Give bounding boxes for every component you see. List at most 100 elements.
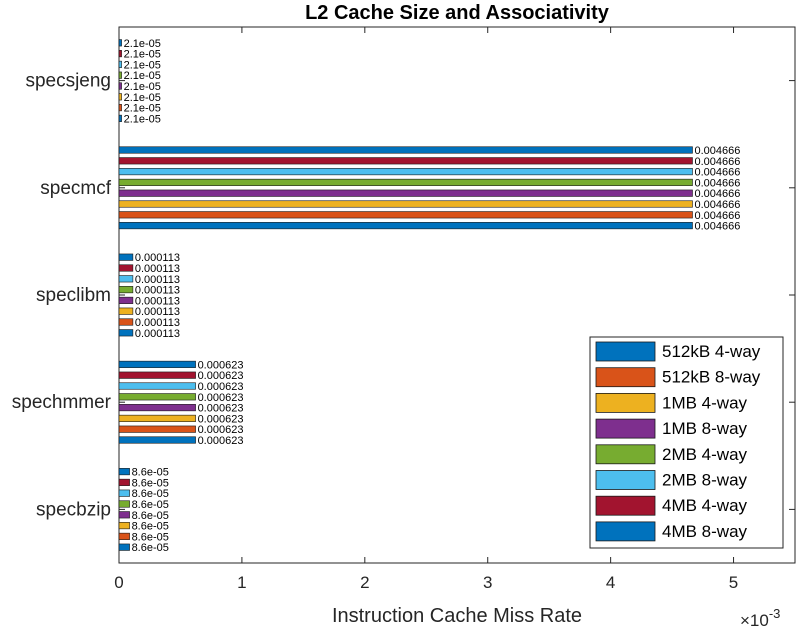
legend-label-4: 2MB 4-way bbox=[662, 445, 748, 464]
data-label-spechmmer-0: 0.000623 bbox=[198, 435, 244, 447]
bar-spechmmer-3 bbox=[118, 404, 196, 412]
legend-swatch-6 bbox=[595, 495, 656, 516]
data-label-spechmmer-4: 0.000623 bbox=[198, 392, 244, 404]
bar-specbzip-0 bbox=[118, 543, 130, 551]
data-label-specbzip-2: 8.6e-05 bbox=[132, 521, 169, 533]
x-tick-label: 5 bbox=[729, 573, 738, 592]
bar-specsjeng-7 bbox=[118, 39, 122, 47]
legend-label-0: 512kB 4-way bbox=[662, 342, 761, 361]
y-axis: specbzip spechmmer speclibm specmcf specsjen… bbox=[12, 71, 795, 520]
axis-multiplier-base: ×10 bbox=[740, 611, 769, 629]
data-label-speclibm-0: 0.000113 bbox=[135, 328, 180, 340]
data-label-speclibm-3: 0.000113 bbox=[135, 295, 180, 307]
data-label-specsjeng-7: 2.1e-05 bbox=[124, 38, 161, 50]
legend-swatch-3 bbox=[595, 418, 656, 439]
data-label-specmcf-6: 0.004666 bbox=[694, 156, 740, 168]
data-label-specbzip-6: 8.6e-05 bbox=[132, 477, 169, 489]
data-label-specsjeng-6: 2.1e-05 bbox=[124, 49, 161, 61]
bar-specsjeng-0 bbox=[118, 114, 122, 122]
data-label-specmcf-5: 0.004666 bbox=[694, 167, 740, 179]
data-label-spechmmer-7: 0.000623 bbox=[198, 359, 244, 371]
data-label-speclibm-2: 0.000113 bbox=[135, 306, 180, 318]
data-label-specbzip-1: 8.6e-05 bbox=[132, 531, 169, 543]
bar-specsjeng-1 bbox=[118, 104, 122, 112]
data-label-specbzip-0: 8.6e-05 bbox=[132, 542, 169, 554]
legend-swatch-1 bbox=[595, 367, 656, 388]
bar-specmcf-4 bbox=[118, 178, 693, 186]
data-label-specmcf-1: 0.004666 bbox=[694, 210, 740, 222]
y-tick-label-specmcf: specmcf bbox=[40, 178, 111, 199]
bar-specbzip-5 bbox=[118, 489, 130, 497]
data-label-specbzip-4: 8.6e-05 bbox=[132, 499, 169, 511]
data-label-specmcf-4: 0.004666 bbox=[694, 177, 740, 189]
data-label-specmcf-2: 0.004666 bbox=[694, 199, 740, 211]
data-label-speclibm-1: 0.000113 bbox=[135, 317, 180, 329]
bars-group bbox=[118, 39, 693, 551]
legend-swatch-0 bbox=[595, 341, 656, 362]
bar-speclibm-7 bbox=[118, 253, 134, 261]
data-label-specbzip-5: 8.6e-05 bbox=[132, 488, 169, 500]
data-label-speclibm-6: 0.000113 bbox=[135, 263, 180, 275]
bar-specmcf-5 bbox=[118, 168, 693, 176]
bar-specsjeng-5 bbox=[118, 60, 122, 68]
data-label-specbzip-7: 8.6e-05 bbox=[132, 467, 169, 479]
bar-speclibm-4 bbox=[118, 286, 134, 294]
legend-label-2: 1MB 4-way bbox=[662, 393, 748, 412]
axis-multiplier-exponent: -3 bbox=[769, 606, 781, 621]
x-tick-label: 0 bbox=[114, 573, 123, 592]
bar-spechmmer-6 bbox=[118, 371, 196, 379]
bar-speclibm-2 bbox=[118, 307, 134, 315]
bar-spechmmer-0 bbox=[118, 436, 196, 444]
bar-specsjeng-6 bbox=[118, 50, 122, 58]
data-label-specmcf-0: 0.004666 bbox=[694, 221, 740, 233]
legend-label-3: 1MB 8-way bbox=[662, 419, 748, 438]
x-tick-label: 4 bbox=[606, 573, 615, 592]
axis-multiplier: ×10-3 bbox=[740, 606, 780, 629]
legend-swatch-7 bbox=[595, 521, 656, 542]
data-label-spechmmer-3: 0.000623 bbox=[198, 403, 244, 415]
data-labels-group: 8.6e-058.6e-058.6e-058.6e-058.6e-058.6e-… bbox=[124, 38, 741, 554]
bar-speclibm-0 bbox=[118, 329, 134, 337]
data-label-specsjeng-0: 2.1e-05 bbox=[124, 113, 161, 125]
data-label-specmcf-3: 0.004666 bbox=[694, 188, 740, 200]
data-label-specsjeng-5: 2.1e-05 bbox=[124, 59, 161, 71]
bar-specmcf-3 bbox=[118, 189, 693, 197]
y-tick-label-specbzip: specbzip bbox=[36, 499, 111, 520]
bar-specbzip-7 bbox=[118, 468, 130, 476]
legend-label-6: 4MB 4-way bbox=[662, 496, 748, 515]
legend-label-7: 4MB 8-way bbox=[662, 522, 748, 541]
bar-specsjeng-4 bbox=[118, 71, 122, 79]
bar-specmcf-7 bbox=[118, 146, 693, 154]
bar-specbzip-1 bbox=[118, 532, 130, 540]
chart-title: L2 Cache Size and Associativity bbox=[305, 2, 610, 24]
data-label-specsjeng-2: 2.1e-05 bbox=[124, 92, 161, 104]
bar-spechmmer-1 bbox=[118, 425, 196, 433]
data-label-spechmmer-1: 0.000623 bbox=[198, 424, 244, 436]
y-tick-label-spechmmer: spechmmer bbox=[12, 392, 112, 413]
bar-specbzip-4 bbox=[118, 500, 130, 508]
x-tick-label: 2 bbox=[360, 573, 369, 592]
legend-swatch-2 bbox=[595, 392, 656, 413]
legend-label-5: 2MB 8-way bbox=[662, 471, 748, 490]
y-tick-label-specsjeng: specsjeng bbox=[25, 71, 111, 92]
bar-speclibm-3 bbox=[118, 296, 134, 304]
bar-specbzip-2 bbox=[118, 522, 130, 530]
data-label-spechmmer-5: 0.000623 bbox=[198, 381, 244, 393]
legend: 512kB 4-way 512kB 8-way 1MB 4-way 1MB 8-way… bbox=[589, 336, 784, 549]
bar-specmcf-0 bbox=[118, 222, 693, 230]
data-label-specsjeng-4: 2.1e-05 bbox=[124, 70, 161, 82]
data-label-specsjeng-1: 2.1e-05 bbox=[124, 103, 161, 115]
data-label-spechmmer-2: 0.000623 bbox=[198, 413, 244, 425]
data-label-specsjeng-3: 2.1e-05 bbox=[124, 81, 161, 93]
data-label-speclibm-5: 0.000113 bbox=[135, 274, 180, 286]
bar-specmcf-2 bbox=[118, 200, 693, 208]
bar-speclibm-1 bbox=[118, 318, 134, 326]
data-label-spechmmer-6: 0.000623 bbox=[198, 370, 244, 382]
legend-swatch-4 bbox=[595, 444, 656, 465]
legend-swatch-5 bbox=[595, 470, 656, 490]
data-label-speclibm-4: 0.000113 bbox=[135, 285, 180, 297]
bar-spechmmer-7 bbox=[118, 360, 196, 368]
x-axis-label: Instruction Cache Miss Rate bbox=[332, 605, 582, 627]
bar-speclibm-6 bbox=[118, 264, 134, 272]
